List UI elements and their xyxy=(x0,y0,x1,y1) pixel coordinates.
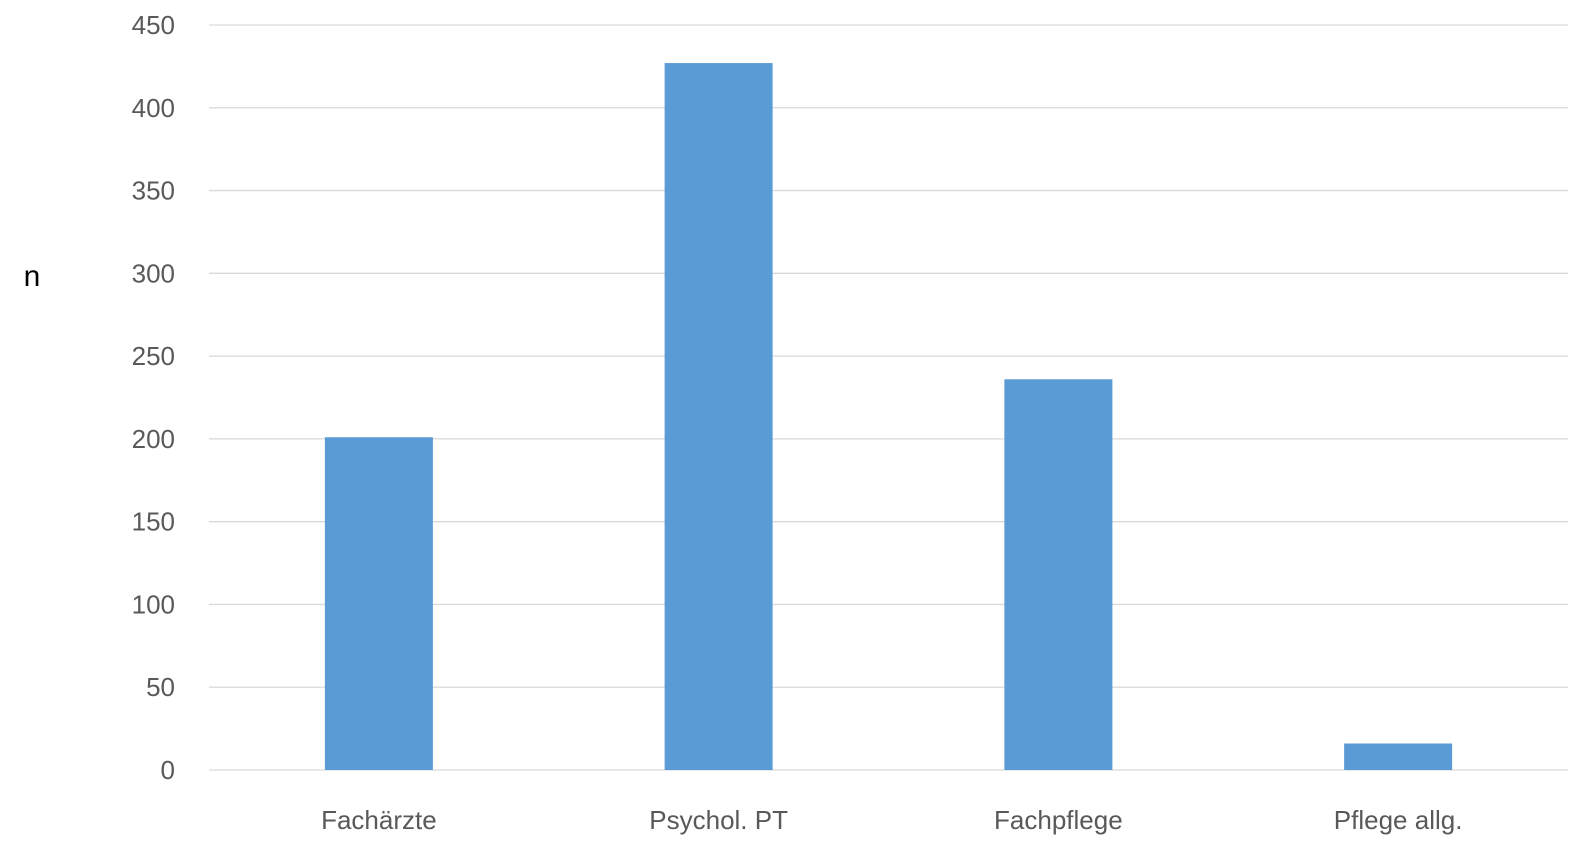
y-tick-label: 150 xyxy=(132,507,175,537)
gridlines xyxy=(209,24,1568,771)
bar-1 xyxy=(664,63,773,771)
y-tick-label: 450 xyxy=(132,10,175,40)
y-tick-label: 400 xyxy=(132,93,175,123)
bars xyxy=(324,63,1453,771)
bar-3 xyxy=(1344,743,1453,770)
y-axis-ticks: 0 50 100 150 200 250 300 350 400 450 xyxy=(132,10,175,785)
y-tick-label: 250 xyxy=(132,341,175,371)
x-category-label: Psychol. PT xyxy=(649,805,788,835)
x-axis-categories: Fachärzte Psychol. PT Fachpflege Pflege all… xyxy=(321,805,1462,835)
y-axis-label: n xyxy=(24,260,41,293)
x-category-label: Pflege allg. xyxy=(1334,805,1463,835)
x-category-label: Fachpflege xyxy=(994,805,1123,835)
y-tick-label: 200 xyxy=(132,424,175,454)
x-category-label: Fachärzte xyxy=(321,805,437,835)
y-tick-label: 0 xyxy=(161,755,175,785)
y-tick-label: 100 xyxy=(132,589,175,619)
y-tick-label: 50 xyxy=(146,672,175,702)
y-tick-label: 300 xyxy=(132,258,175,288)
bar-0 xyxy=(324,437,433,770)
y-tick-label: 350 xyxy=(132,176,175,206)
bar-2 xyxy=(1004,379,1113,770)
